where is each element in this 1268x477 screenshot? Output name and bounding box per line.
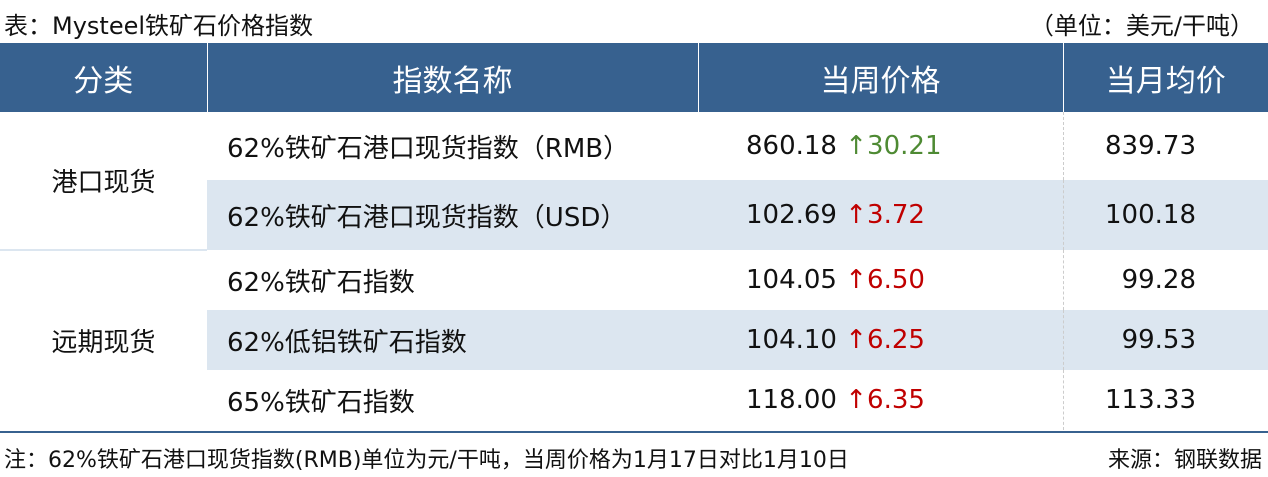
header-category: 分类	[0, 43, 207, 112]
weekly-price: 104.10 ↑6.25	[698, 310, 1064, 370]
monthly-avg: 113.33	[1105, 385, 1196, 415]
table-row: 62%铁矿石港口现货指数（USD） 102.69 ↑3.72 100.18	[0, 180, 1268, 250]
iron-ore-price-table: 分类 指数名称 当周价格 当月均价 港口现货 62%铁矿石港口现货指数（RMB）…	[0, 43, 1268, 430]
weekly-price: 118.00 ↑6.35	[698, 370, 1064, 430]
footnote: 注：62%铁矿石港口现货指数(RMB)单位为元/干吨，当周价格为1月17日对比1…	[4, 448, 849, 473]
price-change: 6.50	[867, 265, 925, 295]
arrow-up-icon: ↑	[845, 325, 868, 355]
header-weekly-price: 当周价格	[697, 43, 1063, 112]
monthly-avg: 839.73	[1105, 131, 1196, 161]
table-row: 远期现货 62%铁矿石指数 104.05 ↑6.50 99.28	[0, 250, 1268, 430]
unit-label: （单位：美元/干吨）	[1029, 12, 1254, 40]
table-title: 表：Mysteel铁矿石价格指数	[4, 12, 314, 40]
monthly-avg: 100.18	[1063, 180, 1268, 250]
price-change: 6.25	[867, 325, 925, 355]
weekly-price: 102.69 ↑3.72	[698, 180, 1064, 250]
weekly-price: 860.18 ↑30.21	[698, 112, 1064, 180]
arrow-up-icon: ↑	[845, 385, 868, 415]
source-label: 来源：钢联数据	[1107, 448, 1262, 473]
price-change: 30.21	[867, 131, 942, 161]
group-label: 港口现货	[0, 112, 207, 251]
monthly-avg: 99.28	[1121, 265, 1196, 295]
index-name: 62%铁矿石指数	[227, 267, 415, 298]
table-row: 62%低铝铁矿石指数 104.10 ↑6.25 99.53	[0, 310, 1268, 370]
index-name: 62%铁矿石港口现货指数（RMB）	[227, 133, 630, 164]
group-label: 远期现货	[0, 250, 207, 430]
arrow-up-icon: ↑	[845, 200, 868, 230]
monthly-avg: 99.53	[1063, 310, 1268, 370]
header-index-name: 指数名称	[206, 43, 698, 112]
price-change: 6.35	[867, 385, 925, 415]
index-name: 62%低铝铁矿石指数	[207, 310, 698, 370]
arrow-up-icon: ↑	[845, 131, 868, 161]
price-change: 3.72	[867, 200, 925, 230]
footer-divider	[0, 431, 1268, 433]
arrow-up-icon: ↑	[845, 265, 868, 295]
index-name: 65%铁矿石指数	[227, 387, 415, 418]
index-name: 62%铁矿石港口现货指数（USD）	[207, 180, 698, 250]
header-monthly-avg: 当月均价	[1062, 43, 1268, 112]
weekly-price: 104.05 ↑6.50	[698, 250, 1064, 310]
header-row: 分类 指数名称 当周价格 当月均价	[0, 43, 1268, 112]
table-row: 65%铁矿石指数 118.00 ↑6.35 113.33	[0, 370, 1268, 430]
table-row: 港口现货 62%铁矿石港口现货指数（RMB） 860.18 ↑30.21 839…	[0, 112, 1268, 251]
